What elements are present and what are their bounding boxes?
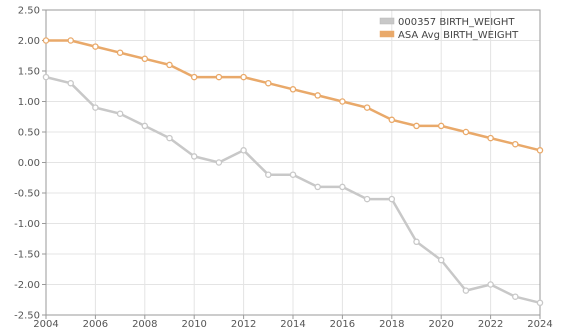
data-point [314, 92, 321, 99]
data-point [314, 183, 321, 191]
data-point [215, 159, 223, 166]
y-tick-label: -2.00 [14, 280, 40, 291]
y-tick-label: -2.50 [14, 311, 40, 322]
data-point [67, 37, 74, 44]
data-point [437, 122, 445, 130]
data-point [42, 37, 50, 44]
data-point [487, 281, 494, 288]
x-tick-label: 2012 [231, 319, 256, 330]
data-point [536, 147, 544, 154]
data-point [240, 147, 247, 154]
data-point [240, 73, 247, 81]
legend-swatch [379, 17, 395, 25]
y-tick-label: 0.00 [18, 158, 40, 169]
data-point [92, 43, 99, 50]
data-point [215, 73, 223, 81]
data-point [265, 79, 272, 87]
legend-label: 000357 BIRTH_WEIGHT [398, 17, 515, 28]
legend-swatch [379, 30, 395, 38]
data-point [190, 73, 198, 81]
data-point [116, 49, 124, 56]
data-point [42, 73, 50, 81]
data-point [512, 140, 519, 148]
y-tick-label: -1.50 [14, 250, 40, 261]
data-point [413, 122, 420, 130]
data-point [190, 153, 198, 160]
y-tick-label: 2.00 [18, 36, 40, 47]
data-point [166, 61, 173, 69]
data-point [141, 55, 149, 63]
data-point [92, 104, 99, 111]
x-tick-label: 2010 [181, 319, 206, 330]
data-point [388, 116, 396, 124]
y-axis: 2.50 2.00 1.50 1.00 0.50 0.00 -0.50 -1.00 -1.50 -… [14, 6, 46, 322]
y-tick-label: 2.50 [18, 6, 40, 17]
y-tick-label: 0.50 [18, 128, 40, 139]
x-tick-label: 2020 [428, 319, 453, 330]
data-point [388, 195, 396, 203]
x-tick-label: 2014 [280, 319, 305, 330]
y-tick-label: -0.50 [14, 189, 40, 200]
data-point [512, 293, 519, 300]
y-tick-label: -1.00 [14, 219, 40, 230]
series-1 [42, 73, 544, 307]
y-tick-label: 1.00 [18, 97, 40, 108]
data-point [67, 79, 74, 87]
x-tick-label: 2016 [330, 319, 355, 330]
x-tick-label: 2008 [132, 319, 157, 330]
y-tick-label: 1.50 [18, 67, 40, 78]
x-tick-label: 2004 [33, 319, 58, 330]
data-point [339, 183, 346, 191]
data-point [363, 195, 371, 203]
data-point [265, 171, 272, 178]
x-tick-label: 2018 [379, 319, 404, 330]
data-point [141, 122, 149, 130]
data-point [413, 238, 420, 246]
data-point [289, 171, 297, 178]
data-point [536, 299, 544, 307]
series-layer [42, 37, 544, 307]
data-point [289, 86, 297, 93]
data-point [462, 128, 470, 136]
data-point [339, 98, 346, 105]
x-tick-label: 2024 [527, 319, 552, 330]
data-point [116, 110, 124, 117]
x-axis: 2004 2006 2008 2010 2012 2014 2016 2018 2020 2022… [33, 315, 553, 330]
x-tick-label: 2006 [83, 319, 108, 330]
data-point [166, 134, 173, 142]
series-2 [42, 37, 544, 154]
data-point [462, 287, 470, 294]
x-tick-label: 2022 [478, 319, 503, 330]
legend-label: ASA Avg BIRTH_WEIGHT [398, 30, 519, 41]
data-point [487, 134, 494, 142]
data-point [363, 104, 371, 111]
legend: 000357 BIRTH_WEIGHT ASA Avg BIRTH_WEIGHT [379, 17, 519, 41]
data-point [437, 256, 445, 264]
